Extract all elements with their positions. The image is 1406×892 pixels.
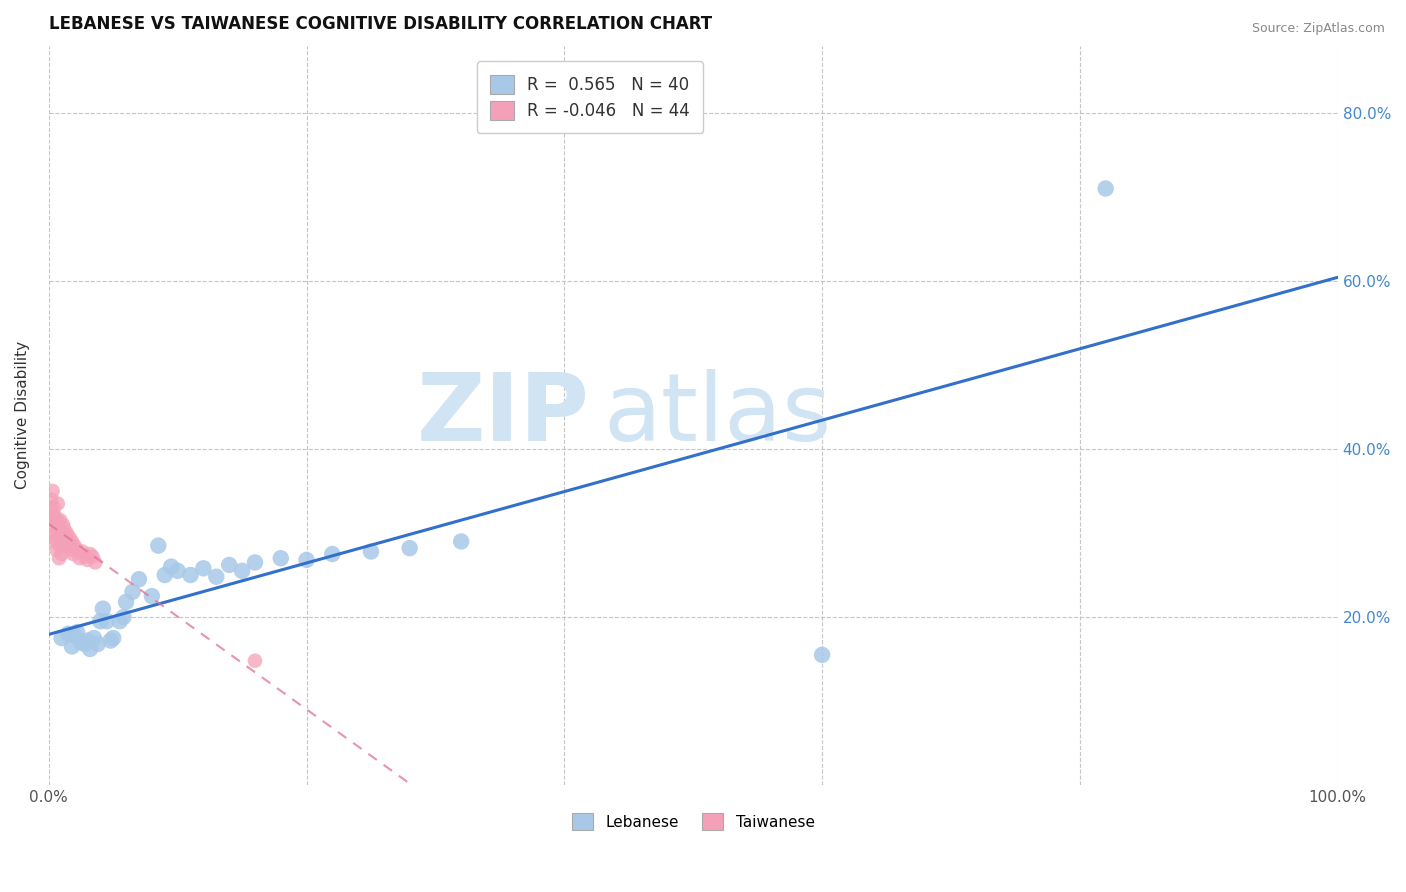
Point <box>66 542 89 557</box>
Point <box>115 595 138 609</box>
Point <box>270 551 292 566</box>
Point <box>205 570 228 584</box>
Point <box>398 541 420 556</box>
Point <box>42 500 65 515</box>
Point <box>44 509 66 524</box>
Point <box>51 631 73 645</box>
Point <box>450 534 472 549</box>
Point <box>46 513 69 527</box>
Point <box>56 526 79 541</box>
Text: LEBANESE VS TAIWANESE COGNITIVE DISABILITY CORRELATION CHART: LEBANESE VS TAIWANESE COGNITIVE DISABILI… <box>49 15 711 33</box>
Text: ZIP: ZIP <box>418 369 591 461</box>
Point <box>73 637 96 651</box>
Point <box>69 551 91 566</box>
Point <box>56 627 79 641</box>
Point <box>58 530 80 544</box>
Legend: Lebanese, Taiwanese: Lebanese, Taiwanese <box>565 806 821 837</box>
Point <box>45 542 67 557</box>
Point <box>41 509 63 524</box>
Point <box>76 633 98 648</box>
Point <box>53 539 76 553</box>
Point <box>41 492 63 507</box>
Point <box>49 513 72 527</box>
Point <box>108 614 131 628</box>
Point <box>1094 181 1116 195</box>
Point <box>218 558 240 572</box>
Point <box>52 534 75 549</box>
Point <box>60 640 83 654</box>
Point <box>41 517 63 532</box>
Point <box>44 526 66 541</box>
Point <box>48 522 70 536</box>
Y-axis label: Cognitive Disability: Cognitive Disability <box>15 342 30 490</box>
Point <box>42 513 65 527</box>
Point <box>70 635 93 649</box>
Point <box>60 534 83 549</box>
Point <box>53 522 76 536</box>
Point <box>321 547 343 561</box>
Point <box>112 610 135 624</box>
Point <box>62 547 84 561</box>
Point <box>100 633 122 648</box>
Point <box>48 551 70 566</box>
Point <box>96 614 118 628</box>
Point <box>87 637 110 651</box>
Point <box>51 526 73 541</box>
Point <box>148 539 170 553</box>
Point <box>55 530 77 544</box>
Point <box>193 561 215 575</box>
Point <box>360 544 382 558</box>
Point <box>46 497 69 511</box>
Point <box>82 549 104 564</box>
Point <box>141 589 163 603</box>
Point <box>91 601 114 615</box>
Point <box>46 530 69 544</box>
Point <box>49 530 72 544</box>
Point <box>41 483 63 498</box>
Point <box>63 539 86 553</box>
Point <box>83 631 105 645</box>
Point <box>166 564 188 578</box>
Point <box>243 654 266 668</box>
Point <box>56 539 79 553</box>
Point <box>89 614 111 628</box>
Point <box>153 568 176 582</box>
Point <box>76 553 98 567</box>
Point <box>66 625 89 640</box>
Point <box>243 556 266 570</box>
Point <box>51 547 73 561</box>
Point <box>44 534 66 549</box>
Point <box>231 564 253 578</box>
Point <box>121 584 143 599</box>
Point <box>180 568 202 582</box>
Point <box>73 549 96 564</box>
Point <box>72 544 94 558</box>
Point <box>811 648 834 662</box>
Point <box>79 547 101 561</box>
Point <box>48 539 70 553</box>
Point <box>45 517 67 532</box>
Point <box>63 628 86 642</box>
Text: atlas: atlas <box>603 369 831 461</box>
Point <box>103 631 125 645</box>
Point <box>84 556 107 570</box>
Point <box>128 572 150 586</box>
Point <box>39 500 62 515</box>
Point <box>295 553 318 567</box>
Text: Source: ZipAtlas.com: Source: ZipAtlas.com <box>1251 22 1385 36</box>
Point <box>160 559 183 574</box>
Point <box>52 517 75 532</box>
Point <box>79 642 101 657</box>
Point <box>42 530 65 544</box>
Point <box>59 542 82 557</box>
